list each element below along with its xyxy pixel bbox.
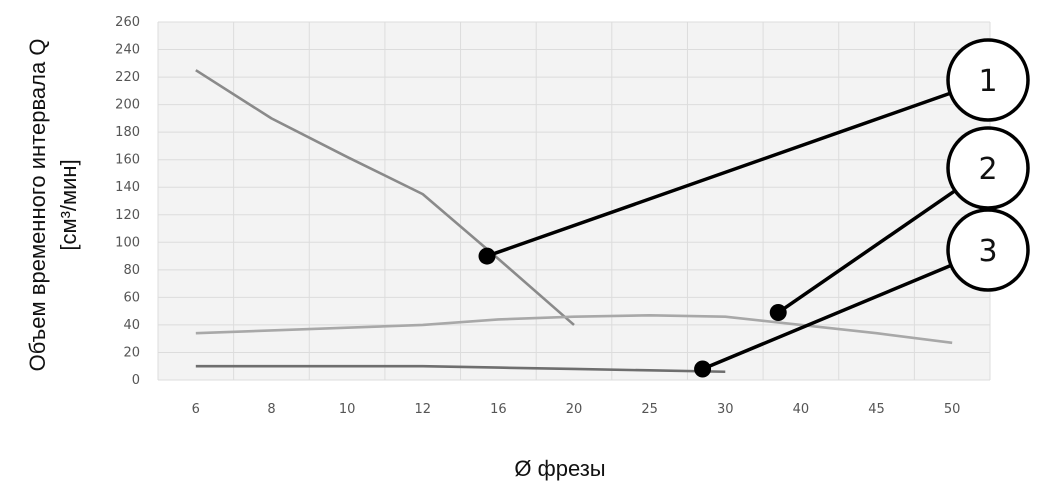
callout-circle-2 bbox=[946, 126, 1030, 210]
y-tick-label: 140 bbox=[115, 180, 140, 195]
callout-label-3: 3 bbox=[978, 234, 997, 269]
callout-leader-1 bbox=[486, 91, 951, 258]
series-line-1 bbox=[195, 69, 575, 326]
callout-label-1: 1 bbox=[978, 64, 997, 99]
y-tick-label: 220 bbox=[115, 70, 140, 85]
x-tick-label: 25 bbox=[641, 402, 658, 417]
x-tick-label: 40 bbox=[793, 402, 810, 417]
y-axis-title-line1: Объем временного интервала Q bbox=[25, 39, 50, 372]
callout-label-2: 2 bbox=[978, 152, 997, 187]
callout-dot-3 bbox=[694, 360, 712, 378]
callout-dot-1 bbox=[478, 247, 496, 265]
x-tick-label: 50 bbox=[944, 402, 961, 417]
y-tick-label: 180 bbox=[115, 125, 140, 140]
callout-leader-2 bbox=[777, 189, 957, 314]
y-tick-label: 60 bbox=[123, 290, 140, 305]
callout-dot-2 bbox=[769, 304, 787, 322]
x-tick-label: 12 bbox=[414, 402, 431, 417]
callout-circle-3 bbox=[946, 208, 1030, 292]
y-tick-label: 160 bbox=[115, 153, 140, 168]
series-lines bbox=[195, 69, 953, 374]
y-tick-label: 120 bbox=[115, 208, 140, 223]
x-tick-label: 30 bbox=[717, 402, 734, 417]
callouts: 1 2 3 bbox=[478, 38, 1030, 378]
y-tick-label: 40 bbox=[123, 318, 140, 333]
y-axis-title-line2: [см³/мин] bbox=[56, 159, 81, 250]
x-axis-title: Ø фрезы bbox=[514, 456, 605, 481]
callout-leader-3 bbox=[701, 263, 952, 371]
x-tick-label: 6 bbox=[192, 402, 200, 417]
y-tick-label: 260 bbox=[115, 15, 140, 30]
x-tick-label: 45 bbox=[868, 402, 885, 417]
plot-area bbox=[158, 22, 990, 380]
x-tick-label: 20 bbox=[566, 402, 583, 417]
x-tick-label: 8 bbox=[267, 402, 275, 417]
y-tick-label: 0 bbox=[132, 373, 140, 388]
callout-circle-1 bbox=[946, 38, 1030, 122]
y-tick-label: 200 bbox=[115, 98, 140, 113]
series-line-2 bbox=[195, 313, 953, 345]
y-tick-label: 100 bbox=[115, 235, 140, 250]
x-tick-label: 10 bbox=[339, 402, 356, 417]
y-tick-label: 240 bbox=[115, 43, 140, 58]
y-tick-label: 80 bbox=[123, 263, 140, 278]
y-ticks: 0 20 40 60 80 100 120 140 160 180 200 220 240 260 bbox=[115, 15, 140, 388]
y-tick-label: 20 bbox=[123, 345, 140, 360]
series-line-3 bbox=[195, 364, 726, 374]
x-tick-label: 16 bbox=[490, 402, 507, 417]
x-ticks: 6 8 10 12 16 20 25 30 40 45 50 bbox=[192, 402, 961, 417]
